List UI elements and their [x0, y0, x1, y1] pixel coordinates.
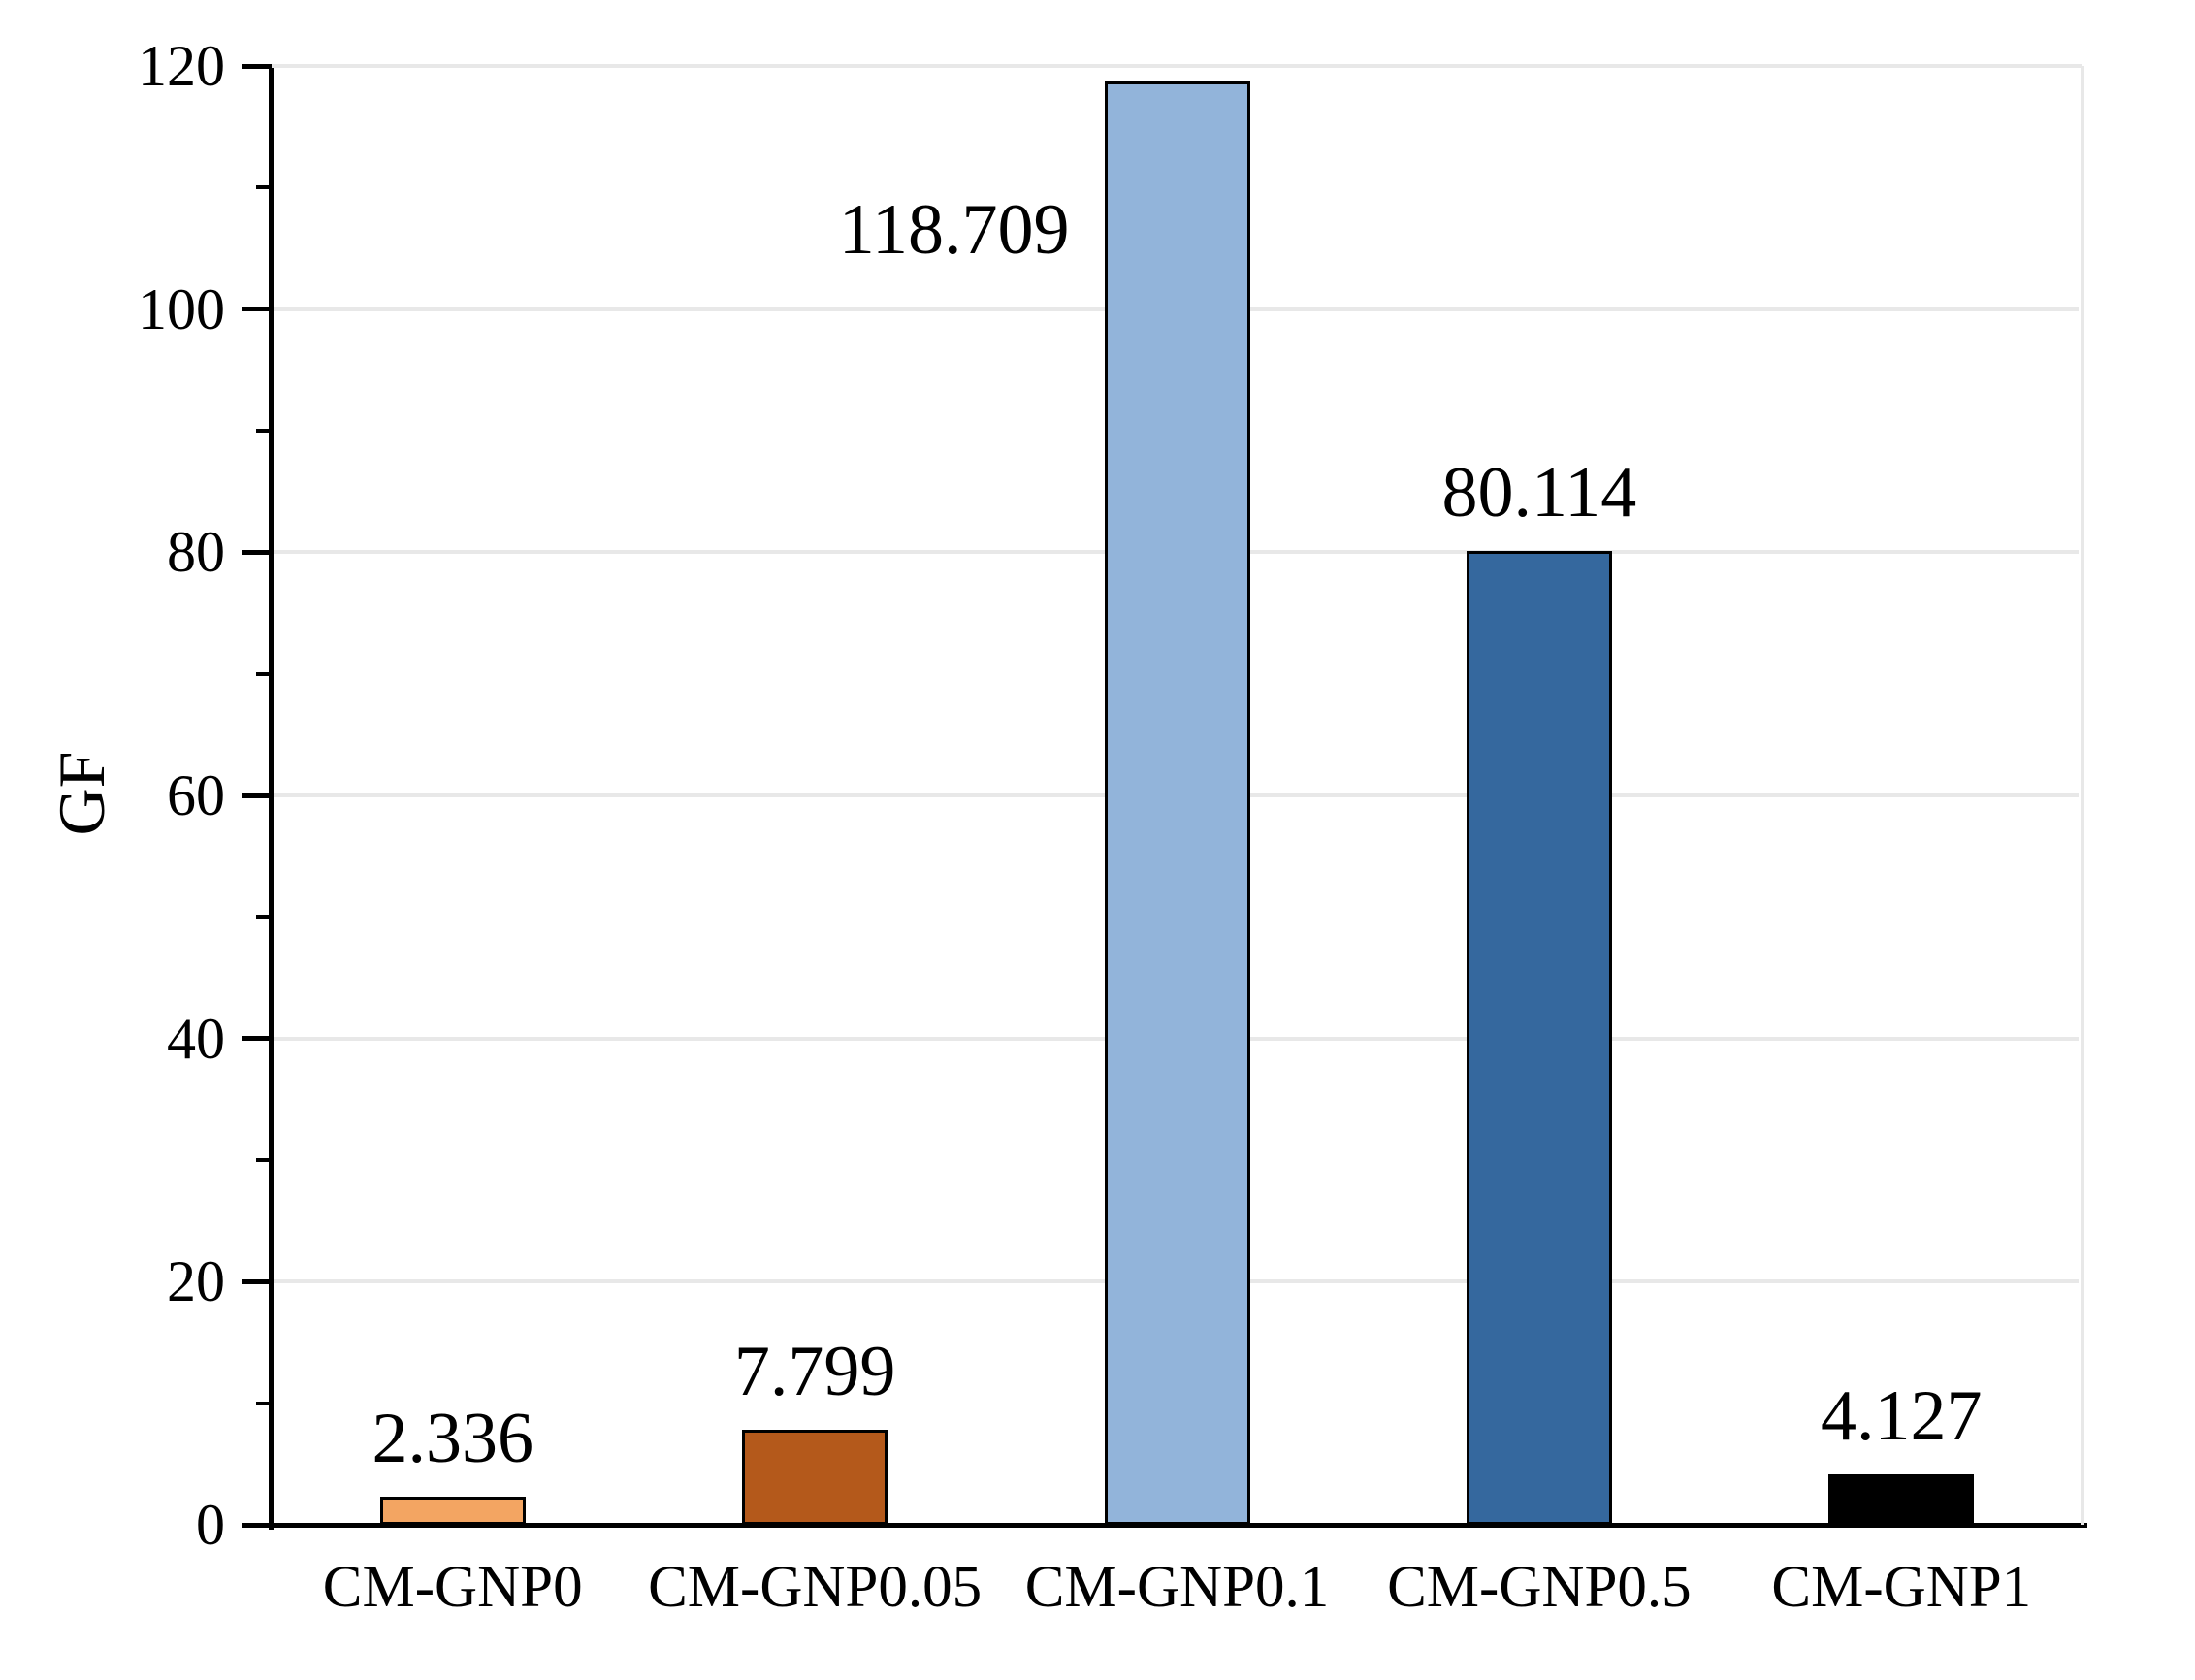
bar-value-label: 2.336 [371, 1398, 533, 1478]
plot-right-border [2081, 66, 2084, 1525]
bar-CM-GNP1 [1828, 1474, 1975, 1525]
y-axis-major-tick [242, 63, 272, 69]
y-axis-minor-tick [256, 429, 272, 433]
bar-value-label: 4.127 [1821, 1376, 1983, 1457]
bar-value-label: 80.114 [1441, 452, 1637, 533]
y-axis-minor-tick [256, 915, 272, 920]
y-axis-tick-label: 80 [167, 520, 225, 585]
x-axis-category-label: CM-GNP0.05 [648, 1555, 983, 1620]
y-axis-minor-tick [256, 185, 272, 190]
y-axis-major-tick [242, 307, 272, 312]
x-axis-line [269, 1523, 2087, 1528]
bar-value-label: 7.799 [733, 1332, 896, 1412]
x-axis-category-label: CM-GNP0.1 [1024, 1555, 1330, 1620]
y-axis-major-tick [242, 1522, 272, 1528]
x-axis-category-label: CM-GNP0 [322, 1555, 583, 1620]
y-axis-tick-label: 100 [138, 276, 225, 341]
y-axis-minor-tick [256, 1158, 272, 1162]
y-axis-tick-label: 120 [138, 34, 225, 98]
bar-CM-GNP0.1 [1104, 81, 1250, 1525]
plot-top-border [272, 64, 2082, 68]
bar-value-label: 118.709 [838, 190, 1070, 271]
y-axis-tick-label: 20 [167, 1249, 225, 1314]
y-axis-minor-tick [256, 1401, 272, 1405]
y-axis-major-tick [242, 792, 272, 798]
x-axis-category-label: CM-GNP1 [1771, 1555, 2032, 1620]
bar-CM-GNP0.5 [1466, 550, 1612, 1525]
y-axis-tick-label: 0 [196, 1493, 225, 1557]
y-axis-major-tick [242, 1278, 272, 1284]
y-axis-major-tick [242, 549, 272, 555]
y-axis-tick-label: 40 [167, 1006, 225, 1071]
y-axis-minor-tick [256, 671, 272, 676]
y-axis-tick-label: 60 [167, 763, 225, 827]
x-axis-category-label: CM-GNP0.5 [1387, 1555, 1692, 1620]
y-axis-major-tick [242, 1036, 272, 1042]
bar-CM-GNP0.05 [742, 1430, 888, 1525]
bar-CM-GNP0 [379, 1496, 526, 1525]
